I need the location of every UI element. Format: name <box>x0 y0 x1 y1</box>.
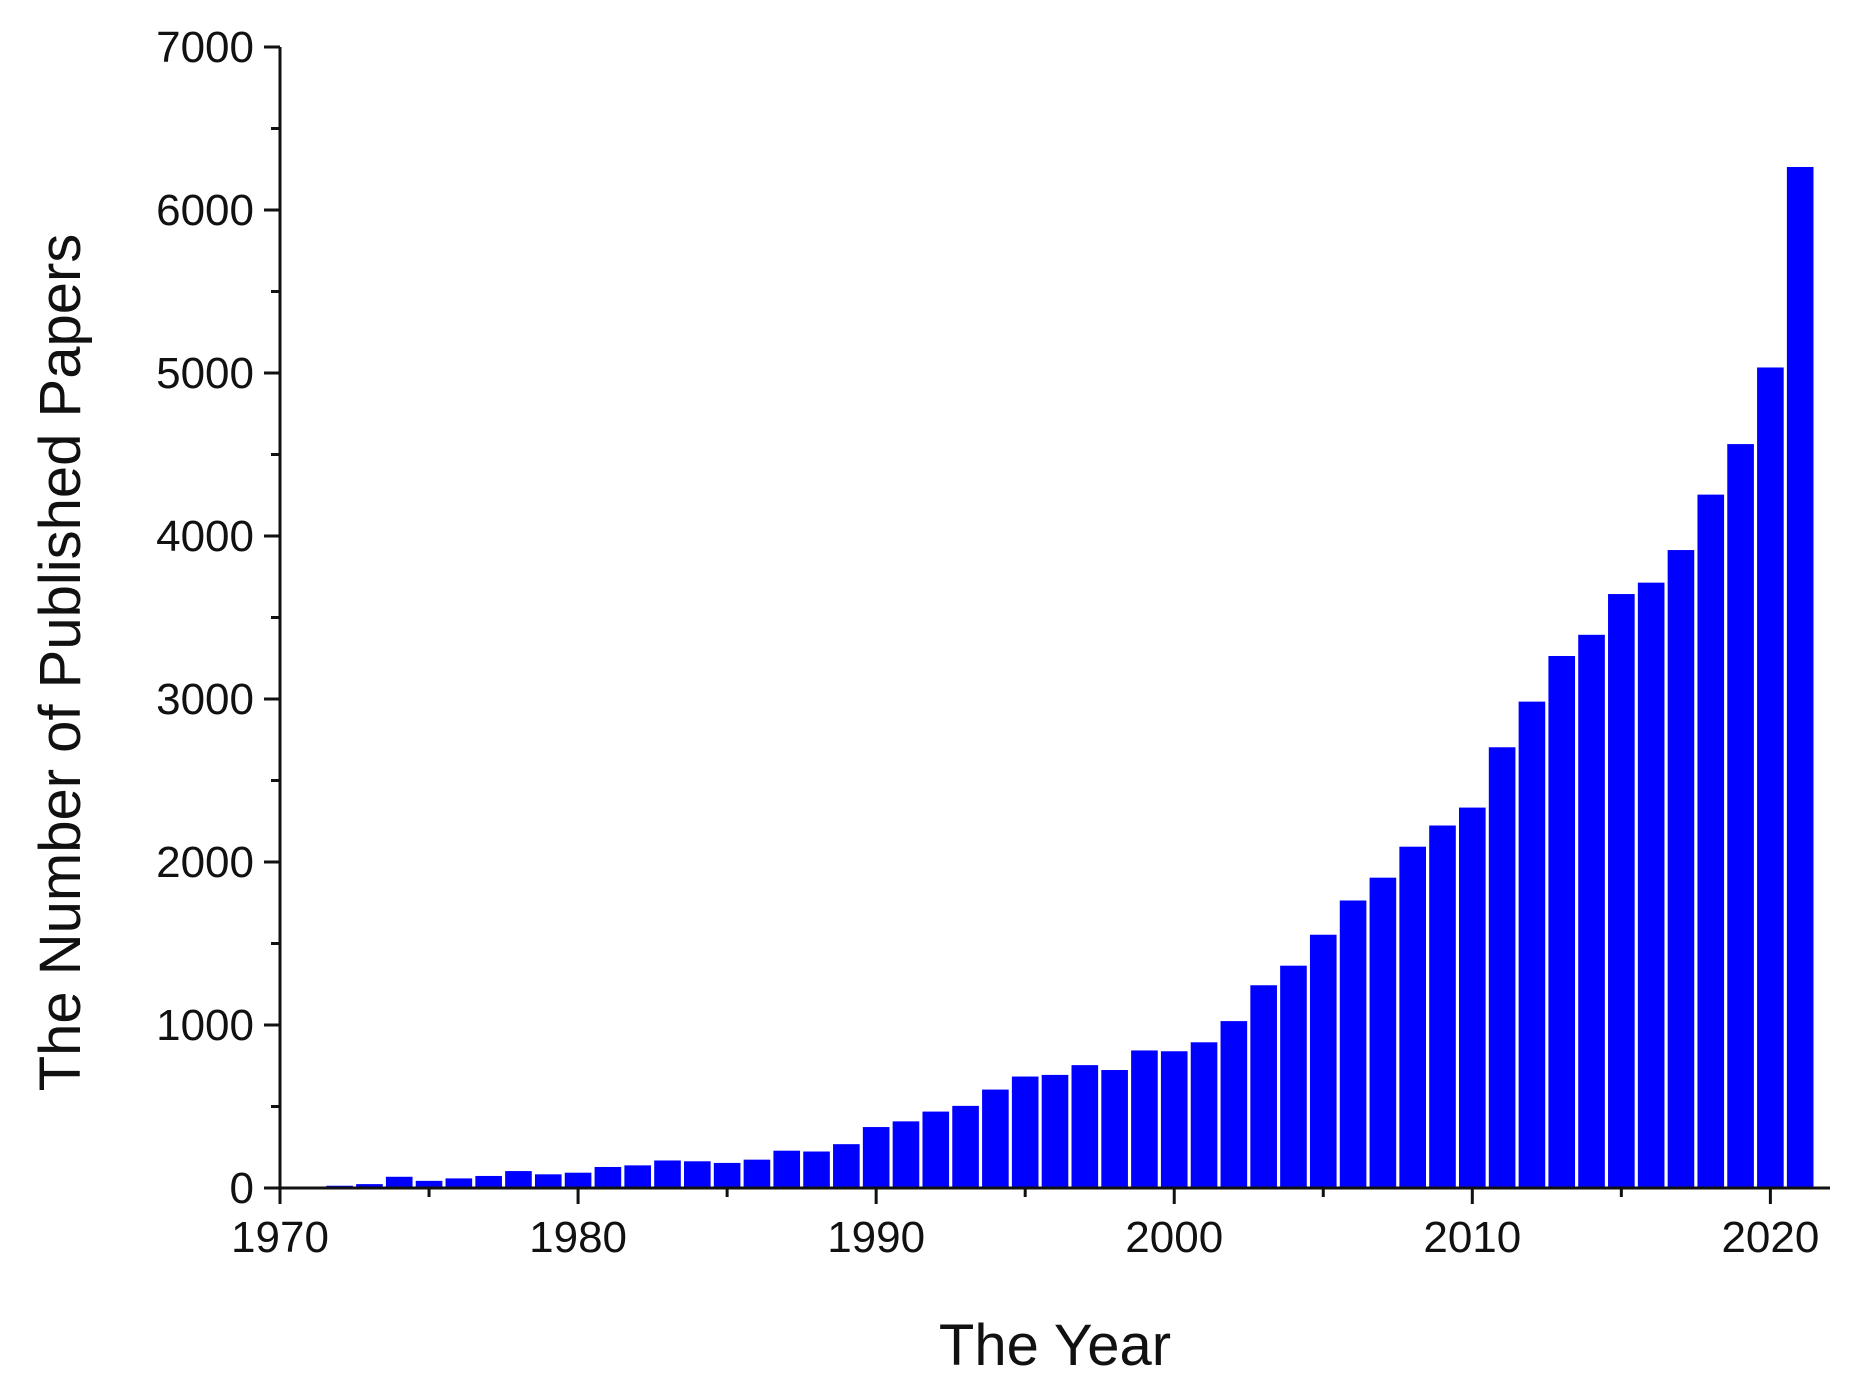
bar-1974 <box>383 1174 415 1190</box>
x-tick-label: 1980 <box>529 1213 627 1262</box>
x-ticks-group: 1970 1980 1990 2000 2010 2020 <box>231 1188 1819 1262</box>
bar-1990 <box>860 1125 892 1190</box>
y-axis-title: The Number of Published Papers <box>28 234 93 1092</box>
bar-1994 <box>980 1087 1011 1189</box>
bar-2017 <box>1665 548 1697 1189</box>
bar-2002 <box>1218 1019 1250 1189</box>
y-tick-label: 3000 <box>156 675 254 724</box>
y-tick-label: 7000 <box>156 23 254 72</box>
bar-2014 <box>1576 632 1607 1189</box>
bar-1981 <box>592 1164 624 1189</box>
bar-2018 <box>1695 492 1727 1189</box>
x-tick-label: 2010 <box>1423 1213 1521 1262</box>
x-axis-title: The Year <box>939 1313 1171 1378</box>
bar-1998 <box>1099 1068 1130 1190</box>
y-tick-label: 6000 <box>156 186 254 235</box>
bar-2010 <box>1457 805 1488 1190</box>
bar-1987 <box>771 1148 803 1189</box>
bar-1989 <box>831 1142 862 1190</box>
bar-2009 <box>1427 823 1458 1189</box>
y-tick-label: 4000 <box>156 512 254 561</box>
bar-2008 <box>1397 844 1429 1189</box>
bar-1992 <box>920 1109 952 1189</box>
bars-group <box>294 164 1816 1190</box>
bar-2019 <box>1725 442 1756 1189</box>
bar-1988 <box>801 1149 832 1190</box>
bar-1985 <box>711 1160 743 1190</box>
x-tick-label: 2020 <box>1721 1213 1819 1262</box>
bar-1977 <box>473 1173 504 1189</box>
bar-2020 <box>1755 365 1786 1190</box>
x-tick-label: 1990 <box>827 1213 925 1262</box>
x-tick-label: 2000 <box>1125 1213 1223 1262</box>
bar-1993 <box>950 1103 981 1189</box>
bar-1978 <box>503 1169 534 1189</box>
y-tick-label: 0 <box>230 1164 254 1213</box>
bar-2012 <box>1516 699 1548 1189</box>
bar-1997 <box>1069 1063 1101 1189</box>
bar-1999 <box>1129 1048 1160 1189</box>
bar-2003 <box>1248 983 1279 1189</box>
bar-2011 <box>1486 745 1518 1190</box>
bar-1995 <box>1009 1074 1041 1190</box>
bar-2015 <box>1606 592 1637 1189</box>
bar-2004 <box>1278 963 1309 1189</box>
bar-1984 <box>682 1159 713 1190</box>
bar-1983 <box>652 1158 683 1189</box>
bar-2001 <box>1188 1040 1220 1190</box>
bar-1979 <box>532 1172 564 1189</box>
bar-1996 <box>1039 1072 1071 1190</box>
bar-1976 <box>443 1176 475 1190</box>
y-ticks-group: 0 1000 2000 3000 4000 5000 6000 7000 <box>156 23 280 1213</box>
bar-1991 <box>890 1119 922 1189</box>
y-tick-label: 1000 <box>156 1001 254 1050</box>
bar-2013 <box>1546 653 1578 1189</box>
bar-2007 <box>1367 875 1399 1189</box>
bar-2006 <box>1337 898 1369 1189</box>
bar-1986 <box>741 1157 773 1190</box>
bar-2005 <box>1307 932 1339 1189</box>
y-tick-label: 2000 <box>156 838 254 887</box>
bar-1980 <box>562 1170 594 1189</box>
y-tick-label: 5000 <box>156 349 254 398</box>
bar-1982 <box>622 1163 654 1189</box>
x-tick-label: 1970 <box>231 1213 329 1262</box>
bar-2021 <box>1784 164 1816 1190</box>
bar-2016 <box>1635 580 1667 1189</box>
bar-2000 <box>1158 1049 1190 1190</box>
